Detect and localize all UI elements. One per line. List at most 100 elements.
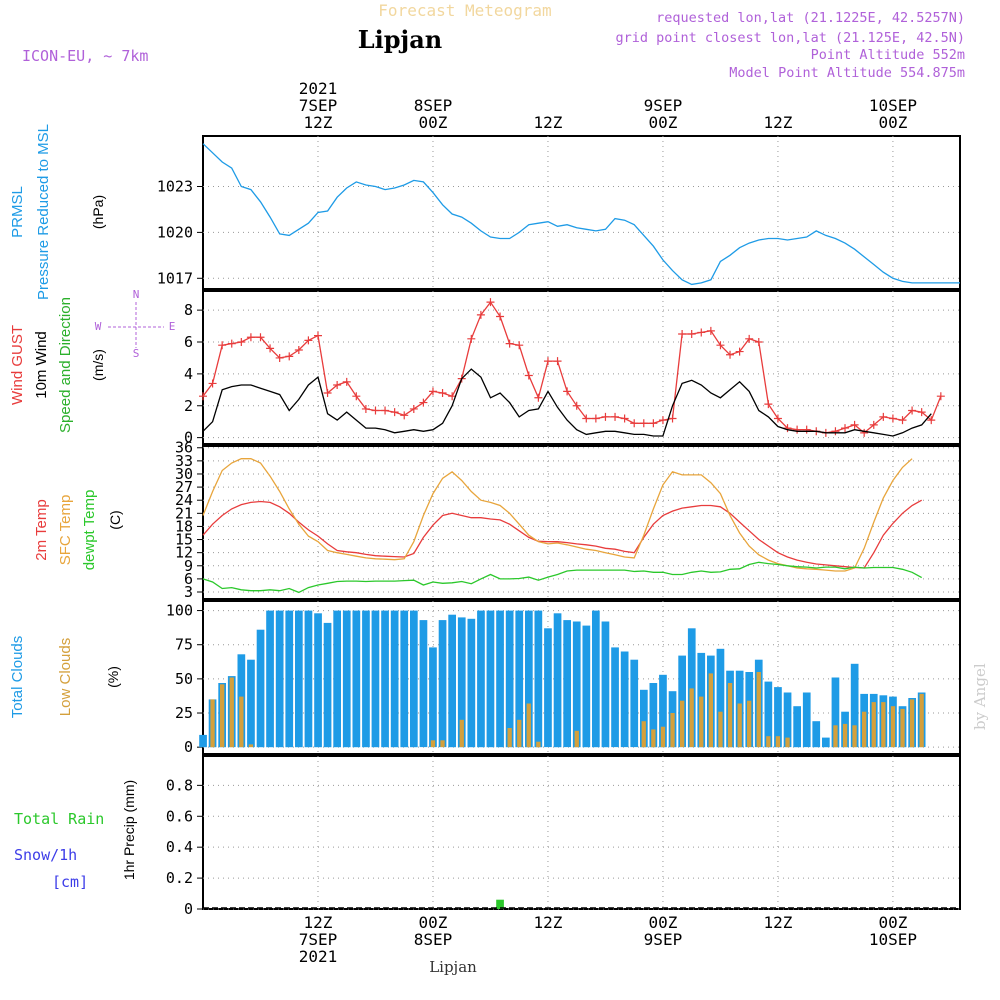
legend-low-clouds: Low Clouds [57, 638, 74, 716]
series-line-wind-gust [202, 301, 942, 434]
y-tick-label: 0 [184, 900, 193, 918]
bar-low-clouds [909, 699, 915, 748]
bar-total-rain [496, 899, 504, 909]
series-line-2m-temp [202, 499, 923, 569]
legend-1hr-precip-mm: 1hr Precip (mm) [121, 780, 137, 880]
bar-total-clouds [333, 610, 341, 748]
y-tick-label: 0.8 [166, 776, 193, 794]
gust-point [476, 310, 485, 319]
gust-point [591, 414, 600, 423]
panels: 1017 1020 1023 PRMSL Pressure Reduced to MSL… [9, 124, 961, 918]
time-label: 7SEP [299, 930, 338, 949]
title-top: Forecast Meteogram [378, 1, 551, 20]
bar-total-clouds [716, 648, 725, 748]
gust-point [543, 357, 552, 366]
bar-low-clouds [919, 693, 924, 748]
y-tick-label: 1023 [157, 177, 193, 195]
time-label: 00Z [419, 113, 448, 132]
bar-low-clouds [641, 721, 646, 748]
y-tick-label: 25 [175, 704, 193, 722]
legend-c: (C) [107, 510, 123, 529]
y-tick-label: 18 [175, 517, 193, 535]
gust-point [908, 406, 917, 415]
gust-point [390, 408, 399, 417]
gust-point [400, 411, 409, 420]
gust-point [879, 412, 888, 421]
panel-precip: 0 0.2 0.4 0.6 0.8 Total Rain Snow/1h [cm] 1hr Pr… [14, 755, 961, 918]
time-label: 2021 [299, 79, 338, 98]
gust-point [735, 347, 744, 356]
time-label: 12Z [304, 113, 333, 132]
legend-10m-wind: 10m Wind [33, 331, 50, 399]
bar-low-clouds [248, 744, 254, 748]
gust-point [237, 338, 246, 346]
bar-total-clouds [812, 721, 821, 748]
gust-point [687, 330, 696, 339]
bar-total-clouds [295, 610, 303, 748]
bar-low-clouds [239, 696, 244, 748]
gust-point [745, 334, 754, 343]
y-tick-label: 6 [184, 570, 193, 588]
y-tick-label: 15 [175, 531, 193, 549]
bar-total-clouds [352, 610, 361, 748]
gust-point [294, 345, 303, 354]
gust-point [199, 392, 207, 401]
bar-low-clouds [881, 702, 886, 748]
bar-total-clouds [563, 620, 571, 748]
gust-point [850, 420, 859, 429]
time-label: 7SEP [299, 96, 338, 115]
y-tick-label: 0 [184, 429, 193, 447]
gust-point [582, 414, 591, 423]
gust-point [898, 416, 907, 425]
time-label: 00Z [878, 113, 907, 132]
bar-total-clouds [620, 651, 629, 748]
gust-point [361, 404, 370, 413]
gust-point [773, 414, 782, 423]
bar-low-clouds [900, 708, 905, 748]
legend-sfc-temp: SFC Temp [57, 495, 74, 566]
bar-low-clouds [536, 741, 541, 748]
time-label: 8SEP [414, 96, 453, 115]
bar-low-clouds [574, 730, 579, 748]
gust-point [304, 336, 313, 345]
bar-low-clouds [680, 700, 685, 748]
bar-low-clouds [766, 736, 771, 748]
bar-low-clouds [718, 711, 723, 748]
gust-point [697, 328, 706, 337]
bar-total-clouds [285, 610, 294, 748]
gust-point [831, 427, 840, 436]
gust-point [668, 414, 677, 423]
time-label: 12Z [534, 113, 563, 132]
panel-clouds: 0 25 50 75 100 Total Clouds Low Clouds (%) [9, 600, 961, 756]
gust-point [534, 393, 543, 402]
time-label: 2021 [299, 947, 338, 966]
bar-total-clouds [419, 620, 428, 748]
gust-point [227, 339, 236, 348]
bar-low-clouds [660, 726, 666, 748]
bar-low-clouds [747, 700, 752, 748]
legend-: (%) [105, 666, 121, 688]
time-label: 9SEP [644, 96, 683, 115]
y-tick-label: 21 [175, 504, 193, 522]
bar-total-clouds [247, 659, 255, 748]
bar-low-clouds [775, 736, 781, 748]
info-gridpoint: grid point closest lon,lat (21.125E, 42.… [616, 30, 966, 46]
gust-point [323, 389, 332, 397]
bar-total-clouds [831, 677, 840, 748]
bar-total-clouds [323, 622, 332, 748]
gust-point [630, 419, 639, 428]
gust-point [726, 350, 735, 359]
gust-point [496, 312, 505, 321]
bar-low-clouds [210, 699, 215, 748]
bar-total-clouds [822, 737, 830, 748]
bar-total-clouds [486, 610, 495, 748]
bar-total-clouds [640, 689, 648, 748]
bar-total-clouds [371, 610, 380, 748]
time-label: 12Z [304, 913, 333, 932]
gust-point [572, 401, 581, 410]
y-tick-label: 24 [175, 491, 193, 509]
gust-point [802, 425, 811, 434]
legend-cm: [cm] [52, 873, 88, 891]
